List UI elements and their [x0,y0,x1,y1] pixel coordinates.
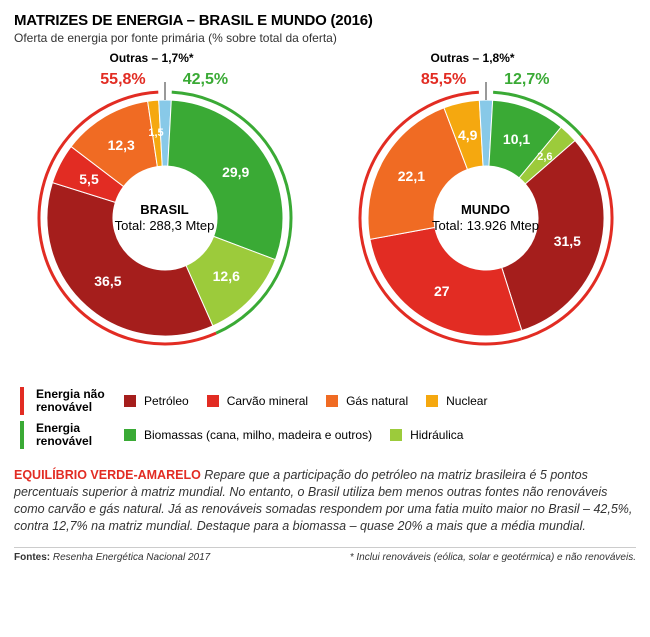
legend-label-nuclear: Nuclear [446,394,487,408]
outras-label-brasil: Outras – 1,7%* [110,51,194,65]
legend-label-gas: Gás natural [346,394,408,408]
swatch-nuclear [426,395,438,407]
footer: Fontes: Resenha Energética Nacional 2017… [14,547,636,563]
slice-label-mundo-hidraulica: 2,6 [537,151,552,163]
analysis-paragraph: EQUILÍBRIO VERDE-AMARELO Repare que a pa… [14,467,636,535]
sources-label: Fontes: [14,552,50,563]
legend-label-biomassas: Biomassas (cana, milho, madeira e outros… [144,428,372,442]
legend-label-hidraulica: Hidráulica [410,428,463,442]
legend-head-renew: Energia renovável [36,422,116,448]
legend-bar-nonrenew [20,387,24,415]
legend-nonrenew-row: Energia não renovável Petróleo Carvão min… [20,387,630,415]
renew-pct-mundo: 12,7% [504,71,549,89]
legend-head-nonrenew: Energia não renovável [36,388,116,414]
slice-label-brasil-gas: 12,3 [108,137,135,153]
slice-label-brasil-biomassas: 29,9 [222,164,249,180]
charts-row: 36,5 5,5 12,3 1,5 29,9 12,6 BRASILTotal: 288,3… [14,73,636,363]
legend-bar-renew [20,421,24,449]
legend: Energia não renovável Petróleo Carvão min… [14,387,636,449]
footer-note: * Inclui renováveis (eólica, solar e geo… [350,552,636,563]
swatch-biomassas [124,429,136,441]
chart-mundo: 31,5 27 22,1 4,9 10,1 2,6 MUNDOTotal: 13.926 M… [341,73,631,363]
chart-brasil: 36,5 5,5 12,3 1,5 29,9 12,6 BRASILTotal: 288,3… [20,73,310,363]
outras-label-mundo: Outras – 1,8%* [431,51,515,65]
chart-subtitle: Oferta de energia por fonte primária (% … [14,31,636,45]
sources-text: Resenha Energética Nacional 2017 [53,552,210,563]
swatch-carvao [207,395,219,407]
slice-label-brasil-nuclear: 1,5 [148,127,163,139]
nonrenew-pct-mundo: 85,5% [421,71,466,89]
slice-label-mundo-petroleo: 31,5 [554,233,581,249]
nonrenew-pct-brasil: 55,8% [100,71,145,89]
slice-label-mundo-nuclear: 4,9 [458,127,477,143]
legend-label-carvao: Carvão mineral [227,394,308,408]
slice-label-brasil-carvao: 5,5 [79,171,98,187]
slice-label-brasil-hidraulica: 12,6 [213,268,240,284]
swatch-petroleo [124,395,136,407]
swatch-hidraulica [390,429,402,441]
chart-title: MATRIZES DE ENERGIA – BRASIL E MUNDO (20… [14,12,636,29]
slice-label-brasil-petroleo: 36,5 [94,273,121,289]
legend-label-petroleo: Petróleo [144,394,189,408]
analysis-head: EQUILÍBRIO VERDE-AMARELO [14,468,201,482]
center-label-brasil: BRASILTotal: 288,3 Mtep [115,202,215,235]
legend-renew-row: Energia renovável Biomassas (cana, milho… [20,421,630,449]
renew-pct-brasil: 42,5% [183,71,228,89]
swatch-gas [326,395,338,407]
center-label-mundo: MUNDOTotal: 13.926 Mtep [432,202,539,235]
slice-label-mundo-biomassas: 10,1 [503,131,530,147]
slice-label-mundo-gas: 22,1 [398,168,425,184]
slice-label-mundo-carvao: 27 [434,283,450,299]
